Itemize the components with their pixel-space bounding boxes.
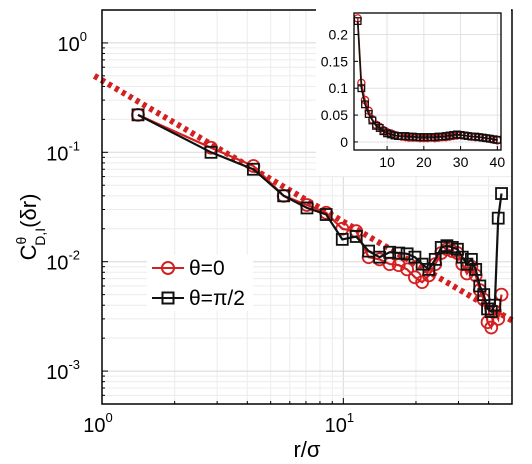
main-fit-line-group xyxy=(92,73,514,324)
legend: θ=0 θ=π/2 xyxy=(147,255,253,311)
data-point-theta-pi-2 xyxy=(477,288,491,302)
data-point-theta-pi-2 xyxy=(383,245,397,259)
data-point-theta-0 xyxy=(484,320,499,335)
y-label-sub: D,I xyxy=(32,228,48,246)
data-point-theta-pi-2 xyxy=(488,298,502,312)
inset-grid xyxy=(354,13,501,150)
data-point-theta-pi-2 xyxy=(408,250,422,264)
inset-y-tick-label: 0.05 xyxy=(321,107,348,123)
data-point-theta-pi-2 xyxy=(428,252,442,266)
inset-y-tick-label: 0.1 xyxy=(329,80,349,96)
data-point-theta-pi-2 xyxy=(349,230,363,243)
main-plot-frame xyxy=(101,9,513,405)
inset-background xyxy=(316,9,511,176)
inset-y-tick-label: 0 xyxy=(340,134,348,150)
inset-x-tick-label: 40 xyxy=(490,154,506,170)
y-label-sup: θ xyxy=(13,237,29,245)
x-tick-label: 101 xyxy=(325,410,354,437)
data-point-theta-pi-2 xyxy=(300,201,314,215)
data-point-theta-0 xyxy=(400,262,415,277)
inset-x-tick-label: 30 xyxy=(453,154,469,170)
data-point-theta-pi-2 xyxy=(400,247,414,261)
data-point-theta-pi-2 xyxy=(335,232,349,246)
inset-x-tick-label: 20 xyxy=(416,154,432,170)
x-axis-label: r/σ xyxy=(293,437,320,462)
inset-y-tick-label: 0.2 xyxy=(329,26,349,42)
inset-series-group xyxy=(353,14,502,145)
data-point-theta-pi-2 xyxy=(392,246,406,260)
legend-box xyxy=(147,255,253,311)
inset-y-tick-label: 0.15 xyxy=(321,53,348,69)
fit-line xyxy=(92,73,514,324)
data-point-theta-pi-2 xyxy=(277,189,291,203)
x-tick-label: 100 xyxy=(83,410,112,437)
inset-plot-frame xyxy=(353,12,502,151)
legend-label-theta-0: θ=0 xyxy=(189,257,225,280)
data-point-theta-pi-2 xyxy=(464,252,478,266)
data-point-theta-pi-2 xyxy=(473,279,487,293)
legend-entry-theta-0: θ=0 xyxy=(152,257,225,280)
legend-label-theta-pi-2: θ=π/2 xyxy=(189,287,245,310)
data-point-theta-pi-2 xyxy=(469,263,483,276)
y-label-tail: (δr) xyxy=(16,194,41,228)
data-point-theta-pi-2 xyxy=(495,187,508,200)
y-tick-label: 10-2 xyxy=(46,248,80,275)
y-tick-label: 100 xyxy=(58,29,87,56)
inset-chart: 10 20 30 40 0 0.05 0.1 0.15 0.2 xyxy=(316,9,511,176)
y-label-main: C xyxy=(16,244,41,260)
inset-ticks: 10 20 30 40 0 0.05 0.1 0.15 0.2 xyxy=(321,26,506,170)
y-tick-label: 10-3 xyxy=(46,357,80,384)
data-point-theta-pi-2 xyxy=(246,162,260,176)
inset-data-point-theta-pi-2 xyxy=(357,84,366,93)
data-point-theta-0 xyxy=(460,266,474,281)
inset-x-tick-label: 10 xyxy=(379,154,395,170)
svg-text:CθD,I(δr): Cθ D,I(δr) xyxy=(13,194,48,261)
data-point-theta-0 xyxy=(408,270,422,285)
inset-series-theta-pi-2 xyxy=(353,17,502,144)
inset-data-point-theta-pi-2 xyxy=(361,100,369,109)
y-axis-label: Cθ D,I(δr) xyxy=(13,194,48,261)
data-point-theta-pi-2 xyxy=(319,208,333,221)
y-tick-label: 10-1 xyxy=(46,138,80,165)
data-point-theta-pi-2 xyxy=(491,211,505,225)
series-theta-pi-2 xyxy=(131,108,508,318)
data-point-theta-0 xyxy=(491,311,506,326)
main-series-group xyxy=(131,107,509,335)
data-point-theta-pi-2 xyxy=(204,145,218,159)
legend-entry-theta-pi-2: θ=π/2 xyxy=(152,287,245,310)
data-point-theta-pi-2 xyxy=(131,108,145,122)
data-point-theta-pi-2 xyxy=(481,302,494,316)
